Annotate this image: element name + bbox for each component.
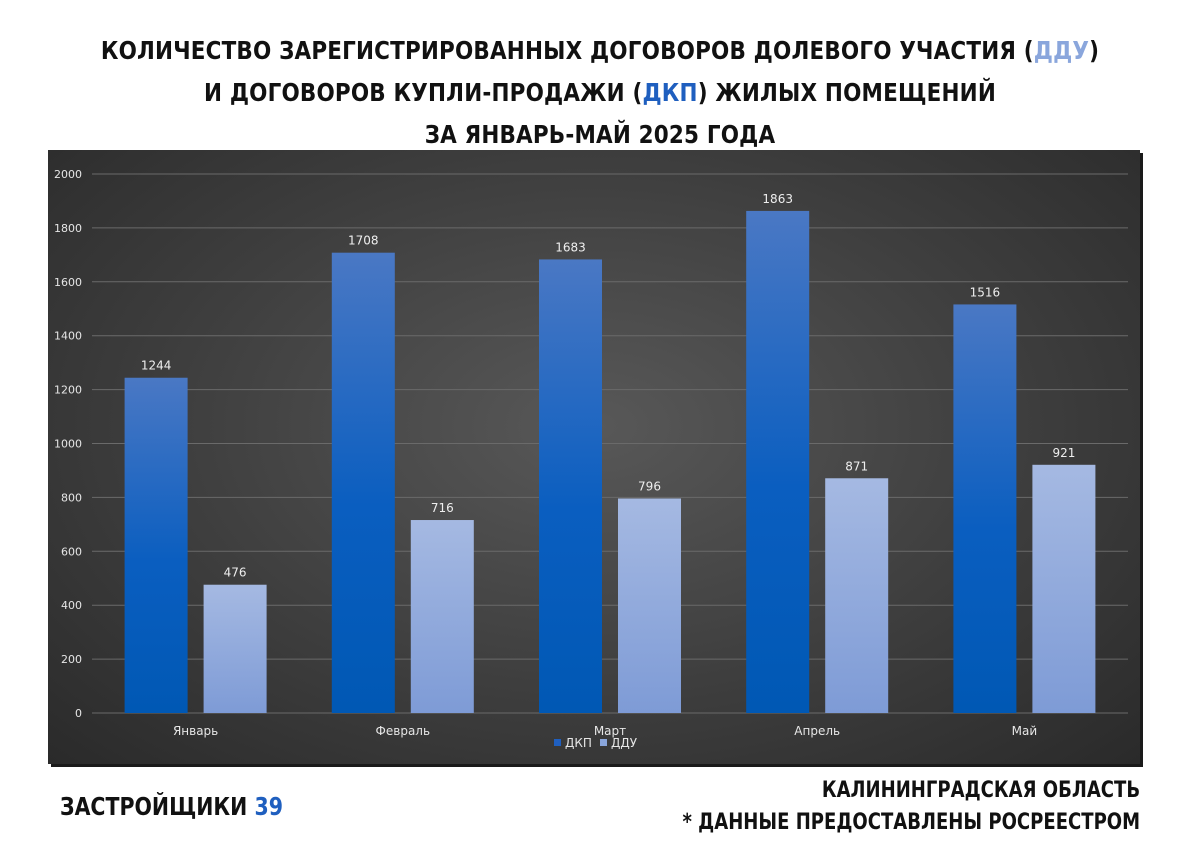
footer-brand: ЗАСТРОЙЩИКИ 39: [60, 792, 283, 821]
y-tick-label: 1200: [54, 384, 82, 397]
x-tick-label: Май: [1012, 724, 1038, 738]
title-line-2-text: И ДОГОВОРОВ КУПЛИ-ПРОДАЖИ (: [204, 78, 643, 107]
legend-label: ДДУ: [611, 736, 638, 750]
title-ddu-accent: ДДУ: [1033, 36, 1090, 65]
x-tick-label: Апрель: [794, 724, 840, 738]
bar-ddu: [203, 584, 267, 713]
y-tick-label: 0: [75, 707, 82, 720]
chart-area: 0 200 400 600 800 1000 1200 1400 1600 1800 2000 124…: [48, 150, 1140, 764]
data-label: 1516: [970, 285, 1001, 299]
brand-name: ЗАСТРОЙЩИКИ: [60, 792, 248, 821]
y-tick-label: 1600: [54, 276, 82, 289]
y-tick-label: 200: [61, 653, 82, 666]
data-label: 1708: [348, 234, 379, 248]
footer-info: КАЛИНИНГРАДСКАЯ ОБЛАСТЬ * ДАННЫЕ ПРЕДОСТ…: [682, 775, 1140, 839]
data-label: 921: [1052, 446, 1075, 460]
bar-ddu: [410, 520, 474, 713]
title-line-3: ЗА ЯНВАРЬ-МАЙ 2025 ГОДА: [424, 120, 776, 149]
bar-dkp: [331, 252, 395, 713]
y-tick-label: 1400: [54, 330, 82, 343]
legend-swatch: [554, 739, 561, 746]
y-tick-label: 2000: [54, 168, 82, 181]
region-label: КАЛИНИНГРАДСКАЯ ОБЛАСТЬ: [821, 778, 1140, 803]
brand-number: 39: [254, 792, 284, 821]
title-line-2: И ДОГОВОРОВ КУПЛИ-ПРОДАЖИ (ДКП) ЖИЛЫХ ПО…: [84, 72, 1116, 114]
title-dkp-accent: ДКП: [642, 78, 698, 107]
bar-dkp: [539, 259, 602, 713]
legend-label: ДКП: [565, 736, 592, 750]
data-label: 1863: [762, 192, 793, 206]
title-line-1-end: ): [1089, 36, 1100, 65]
data-label: 476: [224, 566, 247, 580]
source-note: * ДАННЫЕ ПРЕДОСТАВЛЕНЫ РОСРЕЕСТРОМ: [682, 810, 1140, 835]
x-tick-label: Февраль: [376, 724, 431, 738]
y-tick-label: 800: [61, 491, 82, 504]
chart-title: КОЛИЧЕСТВО ЗАРЕГИСТРИРОВАННЫХ ДОГОВОРОВ …: [84, 30, 1116, 156]
bar-ddu: [825, 478, 889, 713]
x-tick-label: Март: [594, 724, 626, 738]
bar-dkp: [953, 304, 1017, 713]
title-line-1: КОЛИЧЕСТВО ЗАРЕГИСТРИРОВАННЫХ ДОГОВОРОВ …: [84, 30, 1116, 72]
x-tick-label: Январь: [173, 724, 218, 738]
title-line-2-end: ) ЖИЛЫХ ПОМЕЩЕНИЙ: [697, 78, 996, 107]
y-tick-label: 1000: [54, 438, 82, 451]
data-label: 1244: [141, 359, 172, 373]
legend-swatch: [600, 739, 607, 746]
title-line-1-text: КОЛИЧЕСТВО ЗАРЕГИСТРИРОВАННЫХ ДОГОВОРОВ …: [100, 36, 1034, 65]
data-label: 716: [431, 501, 454, 515]
data-label: 796: [638, 479, 661, 493]
y-tick-label: 1800: [54, 222, 82, 235]
data-label: 871: [845, 459, 868, 473]
bar-ddu: [1032, 464, 1096, 713]
bar-ddu: [618, 498, 681, 713]
y-tick-label: 400: [61, 599, 82, 612]
data-label: 1683: [555, 240, 586, 254]
y-tick-label: 600: [61, 545, 82, 558]
bar-chart: 0 200 400 600 800 1000 1200 1400 1600 1800 2000 124…: [54, 168, 1128, 750]
bar-dkp: [124, 377, 188, 713]
bar-dkp: [746, 210, 810, 713]
